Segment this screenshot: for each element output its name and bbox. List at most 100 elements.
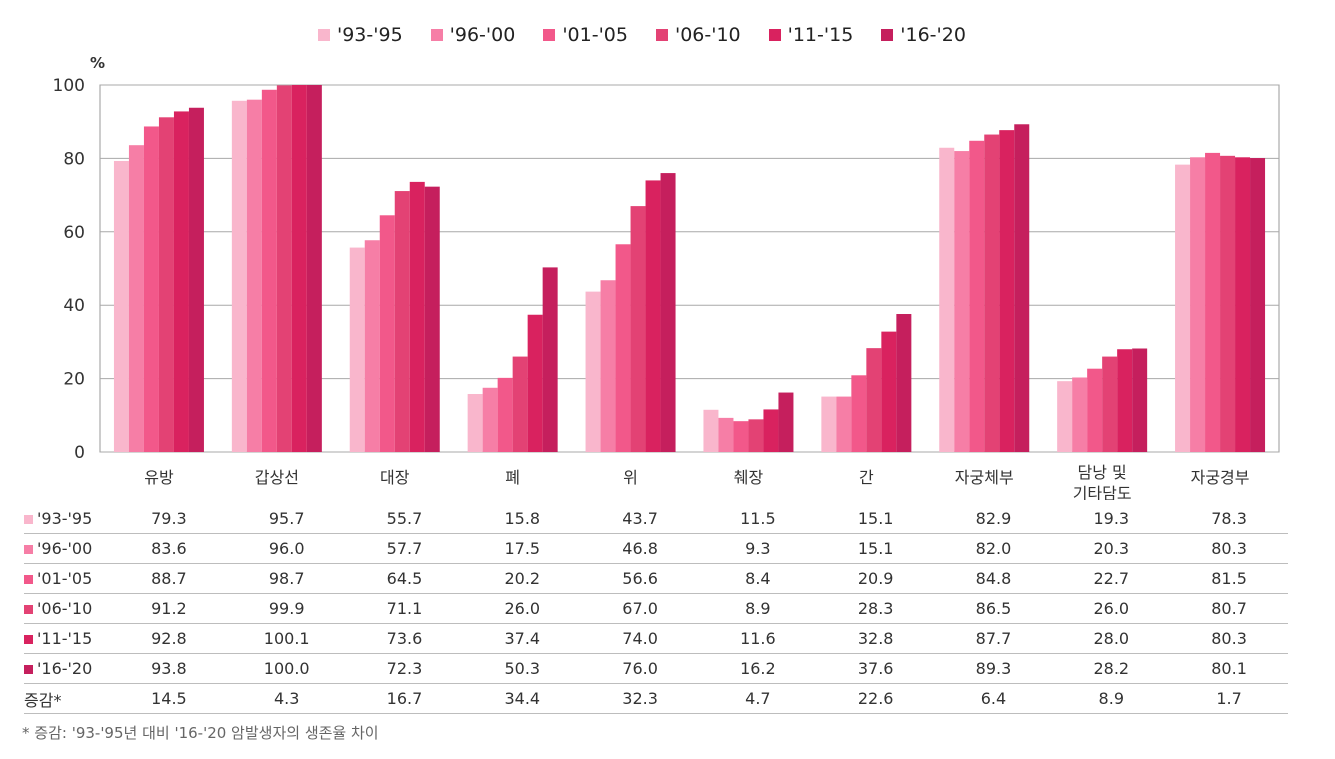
table-cell: 4.7	[698, 683, 817, 714]
bar-3-0	[467, 394, 483, 452]
table-row-label: '06-'10	[37, 599, 93, 618]
bar-7-5	[1014, 124, 1030, 453]
table-row-swatch	[24, 635, 33, 644]
x-tick-label-7: 자궁체부	[955, 468, 1014, 487]
table-row-swatch	[24, 515, 33, 524]
y-tick-label-0: 0	[74, 443, 85, 463]
bar-4-4	[645, 180, 661, 453]
bar-2-2	[379, 215, 395, 452]
bar-8-1	[1072, 377, 1088, 452]
bar-3-1	[482, 387, 498, 452]
table-cell: 91.2	[110, 593, 228, 624]
table-row-swatch	[24, 605, 33, 614]
bar-1-3	[276, 85, 292, 452]
bar-8-2	[1087, 368, 1103, 452]
table-cell: 1.7	[1170, 683, 1288, 714]
table-cell: 98.7	[227, 563, 346, 594]
legend-item-3: '06-'10	[655, 24, 741, 46]
bar-4-2	[615, 244, 631, 452]
table-cell: 15.1	[816, 533, 935, 564]
legend-item-0: '93-'95	[318, 24, 403, 46]
table-cell: 19.3	[1052, 504, 1171, 534]
table-cell: 32.8	[816, 623, 935, 654]
table-cell: 81.5	[1170, 563, 1288, 594]
x-tick-label-0: 유방	[144, 468, 174, 487]
table-cell: 74.0	[581, 623, 699, 654]
legend-label-1: '96-'00	[449, 24, 516, 46]
bar-2-0	[349, 247, 365, 452]
table-cell: 9.3	[698, 533, 817, 564]
bar-1-2	[261, 89, 277, 453]
table-row-header: '96-'00	[24, 533, 110, 564]
bar-7-1	[954, 151, 970, 452]
table-cell: 15.1	[816, 504, 935, 534]
bar-chart: 0 20 40 60 80 100 유방 갑상선 대장 폐 위 췌장 간 자궁체부 담낭 및 기타담도 자궁경부	[53, 76, 1280, 500]
table-row-label: '01-'05	[37, 569, 93, 588]
table-cell: 99.9	[227, 593, 346, 624]
bar-7-3	[984, 134, 1000, 453]
legend-swatch-2	[543, 29, 556, 41]
legend-item-5: '16-'20	[881, 24, 966, 46]
table-cell: 67.0	[581, 593, 699, 624]
legend-label-2: '01-'05	[562, 24, 628, 46]
bar-7-2	[969, 140, 985, 452]
bar-3-2	[497, 377, 513, 452]
bar-4-5	[660, 173, 676, 452]
table-row-3: '06-'10 91.2 99.9 71.1 26.0 67.0 8.9 28.3 86.5 26…	[24, 593, 1288, 624]
legend-label-4: '11-'15	[787, 24, 854, 46]
table-cell: 34.4	[463, 683, 582, 714]
y-axis-unit-label: %	[90, 54, 106, 72]
table-cell: 20.9	[816, 563, 935, 594]
table-cell: 8.9	[1052, 683, 1171, 714]
bar-7-0	[939, 147, 955, 452]
legend-swatch-1	[430, 29, 443, 41]
table-cell: 43.7	[581, 504, 699, 534]
x-tick-label-9: 자궁경부	[1191, 468, 1250, 487]
legend-label-0: '93-'95	[337, 24, 403, 46]
bar-9-2	[1205, 152, 1221, 452]
table-cell: 26.0	[1052, 593, 1171, 624]
table-cell: 11.6	[698, 623, 817, 654]
bar-5-1	[718, 417, 734, 452]
table-cell: 14.5	[110, 683, 228, 714]
legend-swatch-3	[655, 29, 668, 41]
y-tick-label-40: 40	[63, 296, 85, 316]
bar-5-3	[748, 419, 764, 452]
bar-5-2	[733, 421, 749, 452]
table-cell: 82.9	[934, 504, 1053, 534]
legend-item-2: '01-'05	[543, 24, 628, 46]
bar-4-1	[600, 280, 616, 452]
table-row-swatch	[24, 665, 33, 674]
table-cell: 37.6	[816, 653, 935, 684]
bar-8-3	[1102, 356, 1118, 452]
table-row-5: '16-'20 93.8 100.0 72.3 50.3 76.0 16.2 37.6 89.3…	[24, 653, 1288, 684]
bar-6-1	[836, 396, 852, 452]
table-row-label: 증감*	[24, 690, 62, 710]
table-cell: 82.0	[934, 533, 1053, 564]
table-cell: 32.3	[581, 683, 699, 714]
table-row-swatch	[24, 545, 33, 554]
bar-1-0	[231, 100, 247, 452]
table-row-label: '96-'00	[37, 539, 93, 558]
table-cell: 50.3	[463, 653, 582, 684]
table-cell: 89.3	[934, 653, 1053, 684]
table-cell: 100.1	[227, 623, 346, 654]
footnote: * 증감: '93-'95년 대비 '16-'20 암발생자의 생존율 차이	[22, 724, 379, 742]
legend-item-4: '11-'15	[768, 24, 854, 46]
bar-8-5	[1132, 348, 1148, 452]
table-cell: 22.6	[816, 683, 935, 714]
table-cell: 87.7	[934, 623, 1053, 654]
bar-6-5	[896, 314, 912, 452]
table-row-0: '93-'95 79.3 95.7 55.7 15.8 43.7 11.5 15.1 82.9 1…	[24, 504, 1288, 534]
table-cell: 80.7	[1170, 593, 1288, 624]
table-cell: 11.5	[698, 504, 817, 534]
table-cell: 55.7	[345, 504, 464, 534]
table-cell: 96.0	[227, 533, 346, 564]
legend-swatch-4	[768, 29, 781, 41]
bar-1-5	[306, 85, 322, 452]
table-cell: 15.8	[463, 504, 582, 534]
table-cell: 22.7	[1052, 563, 1171, 594]
table-row-header: 증감*	[24, 683, 110, 714]
table-cell: 26.0	[463, 593, 582, 624]
table-cell: 20.3	[1052, 533, 1171, 564]
